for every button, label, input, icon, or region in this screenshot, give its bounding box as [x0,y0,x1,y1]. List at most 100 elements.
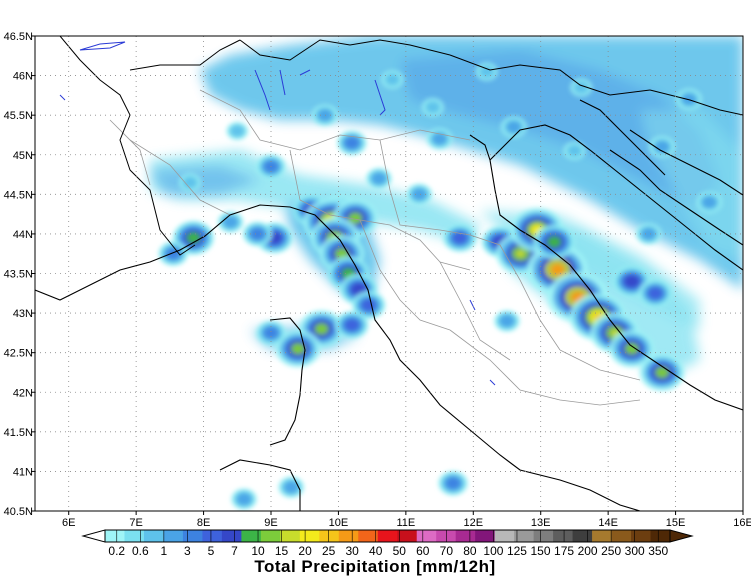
precipitation-core [503,317,511,325]
colorbar-label: 60 [416,544,430,558]
colorbar-outline [104,529,671,543]
lon-tick-label: 9E [264,517,277,529]
colorbar-swatch [202,530,223,542]
regional-borders [109,89,641,406]
colorbar-label: 0.2 [108,544,125,558]
lakes [59,41,496,386]
colorbar-label: 250 [601,544,621,558]
precipitation-core [347,139,356,147]
latitude-axis: 46.5N 46N 45.5N 45N 44.5N 44N 43.5N 43N 42.5N 42N… [4,31,35,518]
precipitation-core [189,234,198,242]
precipitation-core [550,238,559,246]
precipitation-core [553,266,562,273]
lat-tick-label: 40.5N [4,506,33,518]
colorbar-label: 70 [440,544,454,558]
lon-tick-label: 13E [531,517,551,529]
precipitation-core [658,143,667,151]
colorbar-swatch [338,530,359,542]
precipitation-core [351,214,360,222]
lon-tick-label: 7E [129,517,142,529]
precipitation-core [374,175,383,182]
colorbar-label: 175 [554,544,574,558]
precipitation-core [344,270,353,277]
precipitation-core [705,199,714,206]
lat-tick-label: 42.5N [4,348,33,360]
precipitation-core [317,325,326,333]
colorbar-label: 30 [346,544,360,558]
colorbar-label: 0.6 [132,544,149,558]
precipitation-core [610,329,619,337]
lon-tick-label: 12E [463,517,483,529]
colorbar-label: 350 [648,544,668,558]
colorbar-label: 3 [184,544,191,558]
colorbar-title: Total Precipitation [mm/12h] [254,557,495,576]
lon-tick-label: 15E [666,517,686,529]
lon-tick-label: 8E [197,517,210,529]
lat-tick-label: 46.5N [4,31,33,43]
precipitation-core [627,278,636,285]
colorbar-swatch [416,530,437,542]
colorbar-swatch [143,530,164,542]
colorbar-swatch [163,530,184,542]
lat-tick-label: 42N [13,387,33,399]
precipitation-core [240,495,249,503]
lat-tick-label: 44N [13,229,33,241]
colorbar-swatch [494,530,515,542]
colorbar-left-arrow [81,529,106,543]
colorbar-swatch [260,530,281,542]
lat-tick-label: 44.5N [4,189,33,201]
colorbar-label: 10 [251,544,265,558]
colorbar-label: 80 [463,544,477,558]
lat-tick-label: 45N [13,150,33,162]
colorbar-swatch [397,530,418,542]
lon-tick-label: 11E [396,517,415,529]
precipitation-core [347,321,356,329]
precipitation-core [320,111,329,119]
colorbar-swatch [241,530,262,542]
colorbar-swatch [553,530,573,542]
precipitation-core [186,179,195,186]
lat-tick-label: 41.5N [4,427,33,439]
colorbar-swatch [631,530,651,542]
colorbar-swatch [182,530,203,542]
national-borders [59,36,743,256]
precipitation-core [435,135,444,143]
precipitation-core [509,123,518,131]
colorbar-swatch [105,530,125,542]
colorbar-label: 1 [161,544,168,558]
colorbar-label: 20 [298,544,312,558]
colorbar-swatch [592,530,612,542]
precipitation-core [658,369,667,376]
colorbar-label: 15 [275,544,289,558]
precipitation-core [455,234,464,242]
colorbar-swatch [611,530,632,542]
lon-tick-label: 6E [62,517,75,529]
colorbar-swatch [650,530,671,542]
lat-tick-label: 46N [13,71,33,83]
lat-tick-label: 43N [13,308,33,320]
precipitation-core [287,484,296,491]
precipitation-colorbar: 0.2 0.6 1 3 5 7 10 15 20 25 30 40 50 60 70 80 100 125 150 1… [81,529,694,558]
precipitation-core [516,250,525,257]
precipitation-core [233,127,242,135]
precipitation-core [253,230,262,238]
precipitation-core [354,286,363,293]
colorbar-swatch [299,530,320,542]
precipitation-core [388,76,397,83]
coastlines [35,99,743,511]
precipitation-core [293,345,302,352]
longitude-axis: 6E 7E 8E 9E 10E 11E 12E 13E 14E 15E 16E [62,511,751,529]
colorbar-label: 300 [625,544,645,558]
colorbar-right-arrow [669,529,694,543]
precipitation-core [428,104,437,111]
colorbar-label: 25 [322,544,336,558]
colorbar-label: 7 [231,544,238,558]
colorbar-swatch [455,530,476,542]
colorbar-swatch [572,530,593,542]
colorbar-swatch [124,530,145,542]
precipitation-cells [158,62,723,510]
lat-tick-label: 41N [13,466,33,478]
precipitation-core [270,234,279,242]
precipitation-core [415,191,424,198]
